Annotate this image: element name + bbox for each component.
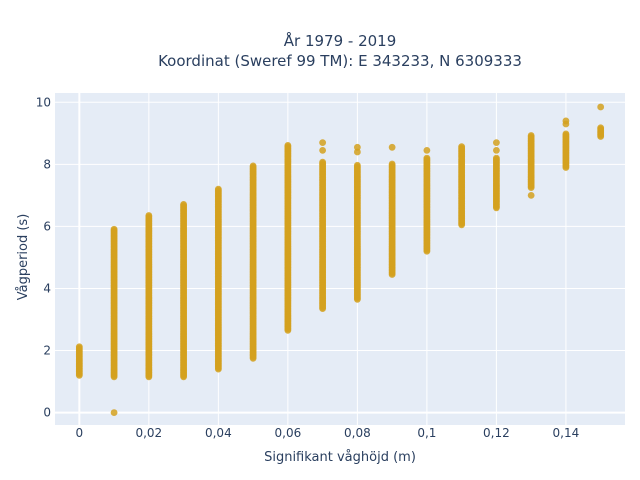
- data-point-outlier: [388, 143, 396, 151]
- scatter-column: [388, 143, 396, 278]
- y-axis-title: Vågperiod (s): [16, 214, 31, 301]
- x-tick-label: 0: [76, 426, 84, 440]
- scatter-column: [110, 225, 118, 416]
- x-axis-title: Signifikant våghöjd (m): [264, 450, 416, 465]
- data-point-outlier: [597, 103, 605, 111]
- data-point-outlier: [319, 147, 327, 154]
- x-tick-label: 0,08: [344, 426, 371, 440]
- scatter-column: [527, 132, 535, 199]
- x-tick-label: 0,12: [483, 426, 510, 440]
- data-point-outlier: [110, 409, 118, 416]
- scatter-column: [562, 117, 570, 171]
- x-tick-label: 0,04: [205, 426, 232, 440]
- scatter-column: [597, 103, 605, 140]
- data-point: [284, 142, 292, 149]
- data-point: [110, 225, 118, 233]
- scatter-column: [458, 143, 466, 229]
- x-tick-label: 0,02: [135, 426, 162, 440]
- data-point: [353, 161, 361, 169]
- data-point-outlier: [423, 147, 431, 154]
- data-point: [527, 132, 535, 139]
- data-point-outlier: [562, 117, 570, 125]
- scatter-column: [493, 139, 500, 212]
- scatter-column: [284, 142, 292, 334]
- x-tick-label: 0,14: [553, 426, 580, 440]
- data-point: [214, 185, 222, 193]
- data-point: [75, 343, 83, 351]
- scatter-column: [353, 143, 361, 303]
- y-tick-labels: 0 2 4 6 8 10: [36, 95, 51, 419]
- data-point-outlier: [353, 143, 361, 151]
- x-tick-label: 0,06: [275, 426, 302, 440]
- data-point: [180, 200, 187, 208]
- data-point-outlier: [527, 191, 535, 199]
- chart-title-line1: År 1979 - 2019: [284, 31, 397, 50]
- y-tick-label: 4: [43, 281, 51, 295]
- y-tick-label: 10: [36, 95, 51, 109]
- data-point: [458, 143, 466, 151]
- y-tick-label: 0: [43, 406, 51, 420]
- y-tick-label: 2: [43, 344, 51, 358]
- y-tick-label: 6: [43, 219, 51, 233]
- data-point-outlier: [493, 147, 500, 154]
- data-point: [388, 160, 396, 168]
- scatter-column: [214, 185, 222, 373]
- data-point: [493, 154, 500, 162]
- data-point: [562, 130, 570, 138]
- scatter-column: [319, 139, 327, 313]
- data-point: [145, 212, 153, 219]
- scatter-column: [423, 147, 431, 255]
- data-point: [597, 124, 605, 132]
- scatter-column: [75, 343, 83, 379]
- y-tick-label: 8: [43, 157, 51, 171]
- plot-background: [55, 93, 625, 425]
- data-point: [249, 162, 257, 170]
- data-point-outlier: [353, 148, 361, 156]
- data-point-outlier: [319, 139, 327, 147]
- data-point: [423, 154, 431, 162]
- scatter-column: [145, 212, 153, 381]
- x-tick-labels: 0 0,02 0,04 0,06 0,08 0,1 0,12 0,14: [76, 426, 580, 440]
- x-tick-label: 0,1: [417, 426, 436, 440]
- data-point: [319, 158, 327, 166]
- scatter-column: [180, 200, 187, 381]
- chart-title-line2: Koordinat (Sweref 99 TM): E 343233, N 63…: [158, 52, 522, 70]
- data-point-outlier: [493, 139, 500, 147]
- data-points: [75, 103, 605, 416]
- scatter-column: [249, 162, 257, 362]
